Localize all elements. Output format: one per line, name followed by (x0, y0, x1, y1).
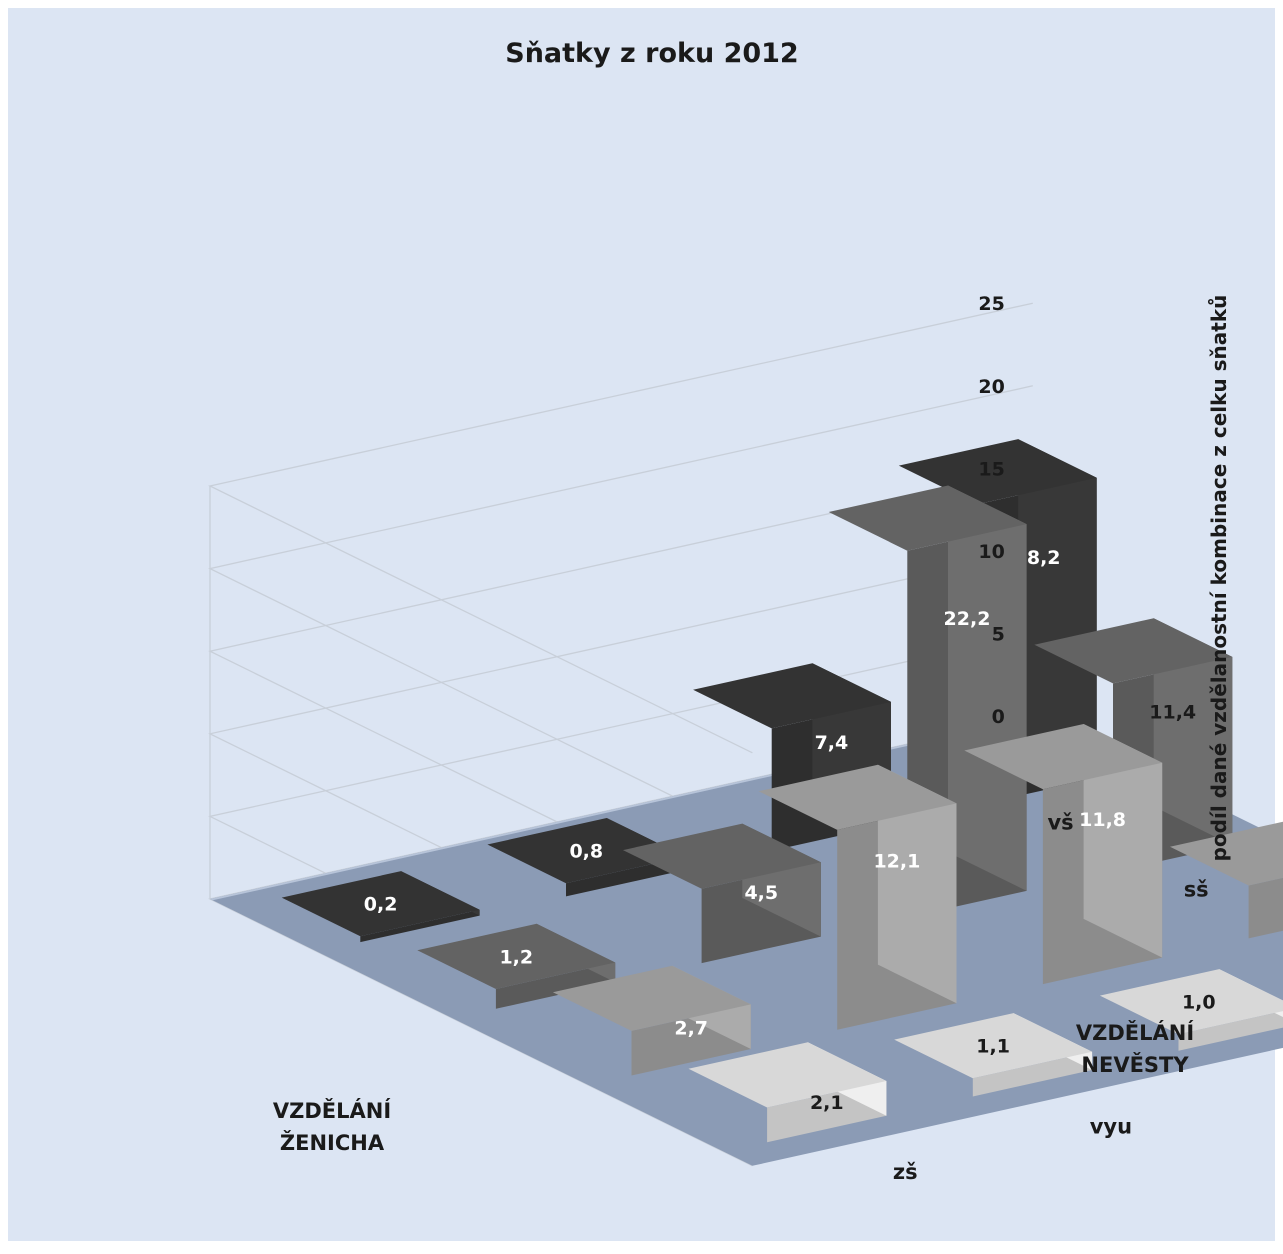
data-label: 1,0 (1182, 992, 1216, 1014)
groom-category-label: vš (1047, 811, 1073, 835)
data-label: 0,2 (364, 894, 398, 916)
chart-title: Sňatky z roku 2012 (505, 38, 798, 69)
bride-axis-title-line2: NEVĚSTY (1081, 1052, 1189, 1077)
data-label: 12,1 (873, 851, 920, 873)
data-label: 2,7 (674, 1018, 708, 1040)
data-label: 7,4 (815, 732, 849, 754)
data-label: 1,1 (976, 1036, 1010, 1058)
z-tick-label: 20 (978, 376, 1004, 398)
z-tick-label: 0 (992, 706, 1005, 728)
z-axis-title: podíl dané vzdělanostní kombinace z celk… (1207, 295, 1231, 862)
z-tick-label: 25 (978, 293, 1004, 315)
data-label: 22,2 (944, 608, 991, 630)
bride-axis-title-line1: VZDĚLÁNÍ (1076, 1020, 1194, 1045)
data-label: 0,8 (569, 841, 603, 863)
data-label: 4,5 (744, 882, 778, 904)
data-label: 11,4 (1149, 702, 1196, 724)
data-label: 1,2 (499, 946, 533, 968)
z-tick-label: 5 (992, 624, 1005, 646)
data-label: 11,8 (1079, 809, 1126, 831)
groom-axis-title-line2: ŽENICHA (280, 1130, 385, 1155)
data-label: 2,1 (810, 1092, 844, 1114)
z-tick-label: 15 (978, 458, 1004, 480)
bride-category-label: zš (893, 1160, 918, 1184)
z-tick-label: 10 (978, 541, 1004, 563)
groom-category-label: sš (1184, 877, 1209, 901)
groom-axis-title-line1: VZDĚLÁNÍ (273, 1098, 391, 1123)
bride-category-label: vyu (1090, 1114, 1132, 1138)
